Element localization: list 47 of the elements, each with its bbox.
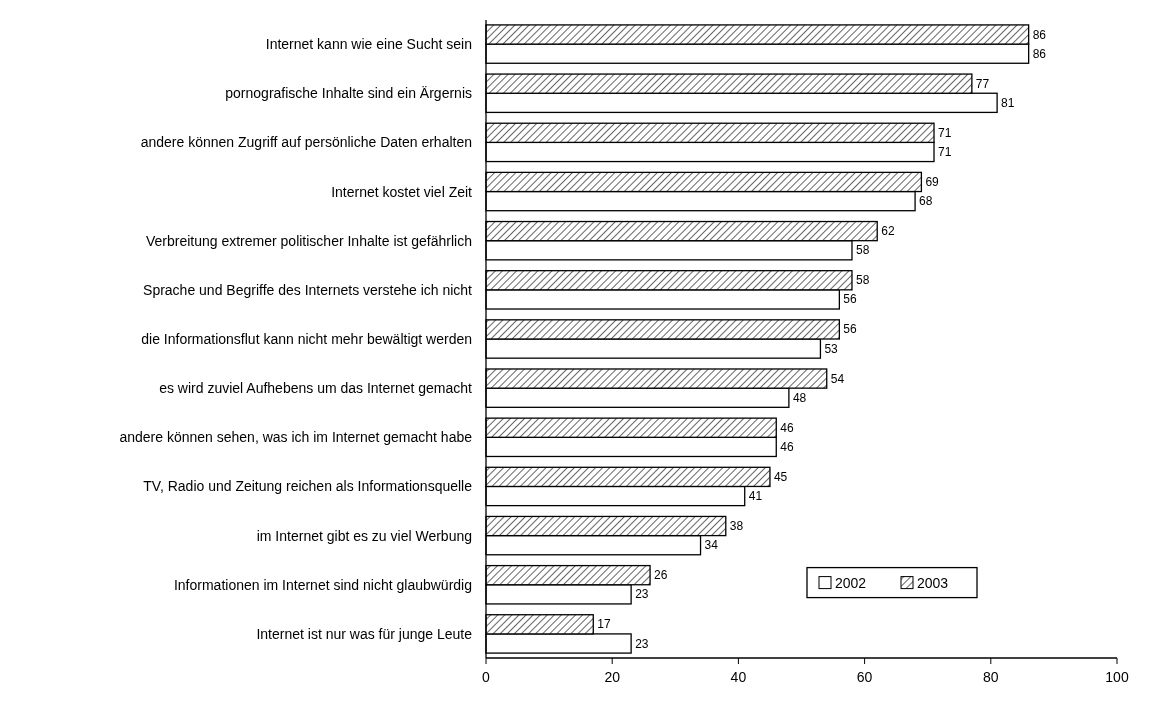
data-label: 41 xyxy=(748,489,763,504)
y-tick-label: Internet kann wie eine Sucht sein xyxy=(265,36,472,53)
data-label: 23 xyxy=(635,587,649,602)
data-label: 17 xyxy=(597,617,611,632)
data-label: 71 xyxy=(938,125,952,140)
y-tick-label: pornografische Inhalte sind ein Ärgernis xyxy=(225,85,472,102)
data-label: 48 xyxy=(792,390,807,405)
y-tick-label: TV, Radio und Zeitung reichen als Informationsquelle xyxy=(143,478,473,495)
data-label: 71 xyxy=(938,144,952,159)
data-label: 68 xyxy=(919,194,933,209)
data-label: 56 xyxy=(843,292,858,307)
data-label: 46 xyxy=(780,439,794,454)
data-label: 62 xyxy=(881,224,895,239)
data-label: 81 xyxy=(1001,95,1015,110)
x-tick-label: 0 xyxy=(482,669,491,685)
data-label: 86 xyxy=(1032,27,1047,42)
data-label: 26 xyxy=(654,568,668,583)
y-tick-label: im Internet gibt es zu viel Werbung xyxy=(256,527,472,544)
data-label: 77 xyxy=(975,76,990,91)
x-tick-label: 60 xyxy=(856,669,873,685)
y-tick-label: es wird zuviel Aufhebens um das Internet gemacht xyxy=(159,380,473,397)
legend-label: 2002 xyxy=(835,574,867,591)
x-tick-label: 20 xyxy=(604,669,621,685)
data-label: 54 xyxy=(830,371,845,386)
data-label: 23 xyxy=(635,636,649,651)
y-tick-label: Sprache und Begriffe des Internets verstehe ich nicht xyxy=(143,281,473,298)
y-tick-label: Informationen im Internet sind nicht glaubwürdig xyxy=(173,576,472,593)
y-tick-label: Verbreitung extremer politischer Inhalte ist gefährlich xyxy=(145,232,472,249)
data-label: 56 xyxy=(843,322,858,337)
data-label: 58 xyxy=(855,273,870,288)
data-label: 86 xyxy=(1032,46,1047,61)
data-label: 45 xyxy=(773,469,788,484)
y-tick-label: andere können Zugriff auf persönliche Daten erhalten xyxy=(140,134,472,151)
y-tick-label: andere können sehen, was ich im Internet gemacht habe xyxy=(119,429,473,446)
x-tick-label: 100 xyxy=(1105,669,1129,685)
legend-label: 2003 xyxy=(917,574,949,591)
data-label: 46 xyxy=(780,420,794,435)
x-tick-label: 80 xyxy=(983,669,999,685)
y-tick-label: Internet ist nur was für junge Leute xyxy=(256,625,473,642)
data-label: 38 xyxy=(729,519,744,534)
y-tick-label: die Informationsflut kann nicht mehr bewältigt werden xyxy=(141,331,472,347)
data-label: 34 xyxy=(704,538,719,553)
data-label: 69 xyxy=(925,174,940,189)
data-label: 58 xyxy=(855,243,870,258)
y-tick-label: Internet kostet viel Zeit xyxy=(331,183,473,200)
x-tick-label: 40 xyxy=(730,669,747,685)
data-label: 53 xyxy=(824,341,839,356)
